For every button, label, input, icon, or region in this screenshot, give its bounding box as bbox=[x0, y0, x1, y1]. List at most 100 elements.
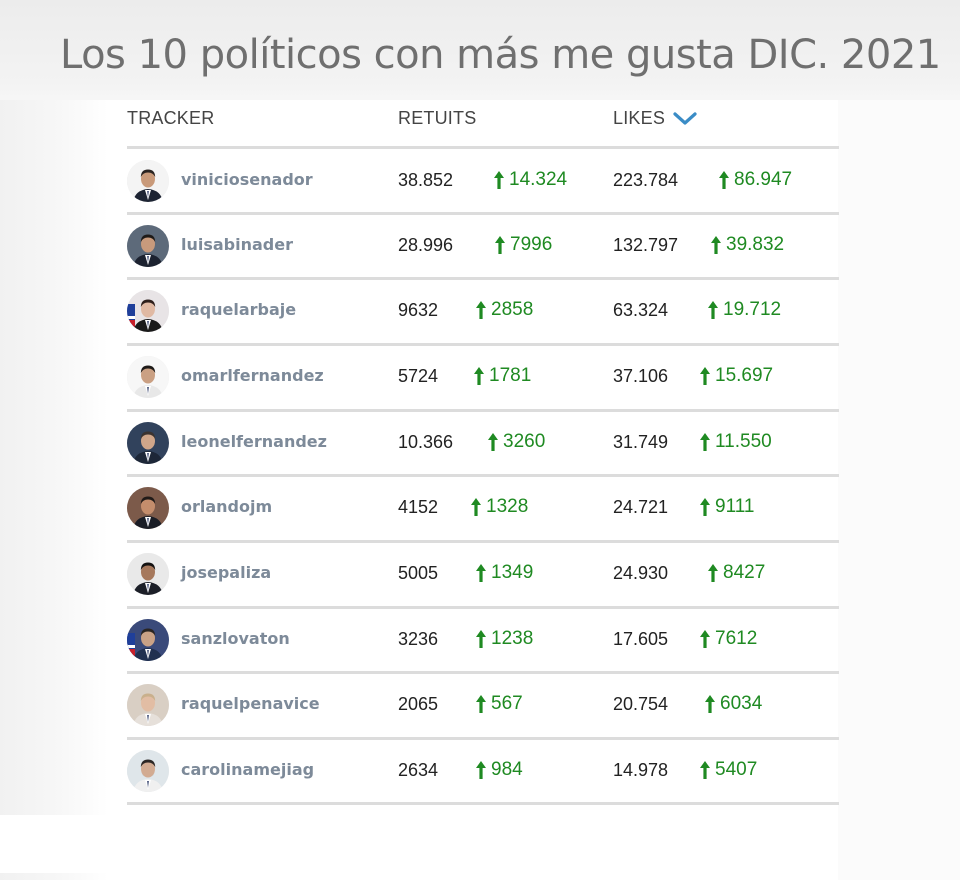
likes-value: 20.754 bbox=[613, 694, 669, 714]
avatar[interactable] bbox=[127, 619, 169, 661]
table-row[interactable]: raquelarbaje 9632 2858 63.324 19.712 bbox=[127, 280, 839, 343]
page-background-bottom bbox=[0, 815, 108, 873]
arrow-up-icon bbox=[707, 563, 719, 583]
avatar[interactable] bbox=[127, 422, 169, 464]
likes-change: 11.550 bbox=[699, 431, 772, 453]
arrow-up-icon bbox=[475, 563, 487, 583]
tracker-handle[interactable]: leonelfernandez bbox=[181, 432, 327, 451]
likes-value: 63.324 bbox=[613, 300, 669, 320]
arrow-up-icon bbox=[699, 497, 711, 517]
row-divider bbox=[127, 146, 839, 149]
chevron-down-icon[interactable] bbox=[673, 111, 697, 127]
retuits-change-value: 3260 bbox=[503, 431, 546, 452]
page-background-left bbox=[0, 100, 108, 880]
arrow-up-icon bbox=[707, 300, 719, 320]
tracker-handle[interactable]: omarlfernandez bbox=[181, 366, 324, 385]
retuits-change: 14.324 bbox=[493, 169, 567, 191]
avatar[interactable] bbox=[127, 290, 169, 332]
likes-value: 223.784 bbox=[613, 170, 679, 190]
column-header-likes-label: LIKES bbox=[613, 108, 666, 128]
retuits-change-value: 1238 bbox=[491, 628, 534, 649]
tracker-handle[interactable]: raquelarbaje bbox=[181, 300, 297, 319]
avatar[interactable] bbox=[127, 553, 169, 595]
retuits-change: 984 bbox=[475, 759, 523, 781]
row-divider bbox=[127, 409, 839, 412]
likes-value: 31.749 bbox=[613, 432, 669, 452]
retuits-value: 4152 bbox=[398, 497, 439, 517]
likes-change: 5407 bbox=[699, 759, 757, 781]
arrow-up-icon bbox=[704, 694, 716, 714]
arrow-up-icon bbox=[494, 235, 506, 255]
retuits-value: 28.996 bbox=[398, 235, 454, 255]
likes-value: 132.797 bbox=[613, 235, 679, 255]
row-divider bbox=[127, 343, 839, 346]
avatar[interactable] bbox=[127, 750, 169, 792]
table-row[interactable]: raquelpenavice 2065 567 20.754 6034 bbox=[127, 674, 839, 737]
table-panel bbox=[108, 100, 838, 873]
tracker-handle[interactable]: viniciosenador bbox=[181, 170, 313, 189]
tracker-handle[interactable]: josepaliza bbox=[181, 563, 272, 582]
avatar[interactable] bbox=[127, 225, 169, 267]
arrow-up-icon bbox=[699, 629, 711, 649]
retuits-value: 2634 bbox=[398, 760, 439, 780]
avatar[interactable] bbox=[127, 487, 169, 529]
likes-change-value: 7612 bbox=[715, 628, 758, 649]
tracker-handle[interactable]: luisabinader bbox=[181, 235, 293, 254]
tracker-handle[interactable]: sanzlovaton bbox=[181, 629, 290, 648]
retuits-change: 567 bbox=[475, 693, 523, 715]
arrow-up-icon bbox=[475, 760, 487, 780]
tracker-handle[interactable]: orlandojm bbox=[181, 497, 273, 516]
arrow-up-icon bbox=[487, 432, 499, 452]
likes-change: 9111 bbox=[699, 496, 754, 518]
retuits-value: 38.852 bbox=[398, 170, 454, 190]
likes-change: 15.697 bbox=[699, 365, 773, 387]
likes-change: 6034 bbox=[704, 693, 762, 715]
arrow-up-icon bbox=[493, 170, 505, 190]
likes-value: 14.978 bbox=[613, 760, 669, 780]
likes-change-value: 11.550 bbox=[715, 431, 772, 452]
arrow-up-icon bbox=[475, 300, 487, 320]
arrow-up-icon bbox=[699, 366, 711, 386]
arrow-up-icon bbox=[475, 629, 487, 649]
tracker-handle[interactable]: raquelpenavice bbox=[181, 694, 320, 713]
table-row[interactable]: carolinamejiag 2634 984 14.978 5407 bbox=[127, 740, 839, 803]
column-header-tracker[interactable]: TRACKER bbox=[127, 108, 215, 128]
retuits-change: 3260 bbox=[487, 431, 545, 453]
retuits-change-value: 1349 bbox=[491, 562, 534, 583]
likes-value: 37.106 bbox=[613, 366, 669, 386]
row-divider bbox=[127, 737, 839, 740]
likes-value: 17.605 bbox=[613, 629, 669, 649]
avatar[interactable] bbox=[127, 160, 169, 202]
likes-change: 7612 bbox=[699, 628, 757, 650]
retuits-value: 5724 bbox=[398, 366, 439, 386]
table-row[interactable]: josepaliza 5005 1349 24.930 8427 bbox=[127, 543, 839, 606]
tracker-handle[interactable]: carolinamejiag bbox=[181, 760, 315, 779]
table-row[interactable]: viniciosenador 38.852 14.324 223.784 86.947 bbox=[127, 150, 839, 213]
likes-change: 86.947 bbox=[718, 169, 792, 191]
page-title: Los 10 políticos con más me gusta DIC. 2… bbox=[60, 32, 941, 78]
column-header-retuits[interactable]: RETUITS bbox=[398, 108, 477, 128]
table-row[interactable]: orlandojm 4152 1328 24.721 9111 bbox=[127, 477, 839, 540]
table-row[interactable]: sanzlovaton 3236 1238 17.605 7612 bbox=[127, 609, 839, 672]
retuits-value: 3236 bbox=[398, 629, 439, 649]
avatar[interactable] bbox=[127, 684, 169, 726]
retuits-change: 2858 bbox=[475, 299, 533, 321]
avatar[interactable] bbox=[127, 356, 169, 398]
arrow-up-icon bbox=[710, 235, 722, 255]
likes-value: 24.930 bbox=[613, 563, 669, 583]
arrow-up-icon bbox=[718, 170, 730, 190]
retuits-value: 2065 bbox=[398, 694, 439, 714]
retuits-change-value: 2858 bbox=[491, 299, 534, 320]
row-divider bbox=[127, 474, 839, 477]
likes-change-value: 5407 bbox=[715, 759, 758, 780]
table-row[interactable]: luisabinader 28.996 7996 132.797 39.832 bbox=[127, 215, 839, 278]
table-header: TRACKER RETUITS LIKES bbox=[127, 104, 839, 148]
table-row[interactable]: omarlfernandez 5724 1781 37.106 15.697 bbox=[127, 346, 839, 409]
retuits-change: 1328 bbox=[470, 496, 528, 518]
retuits-change: 1349 bbox=[475, 562, 533, 584]
arrow-up-icon bbox=[470, 497, 482, 517]
row-divider bbox=[127, 606, 839, 609]
column-header-likes[interactable]: LIKES bbox=[613, 108, 697, 129]
retuits-change: 7996 bbox=[494, 234, 552, 256]
table-row[interactable]: leonelfernandez 10.366 3260 31.749 11.550 bbox=[127, 412, 839, 475]
